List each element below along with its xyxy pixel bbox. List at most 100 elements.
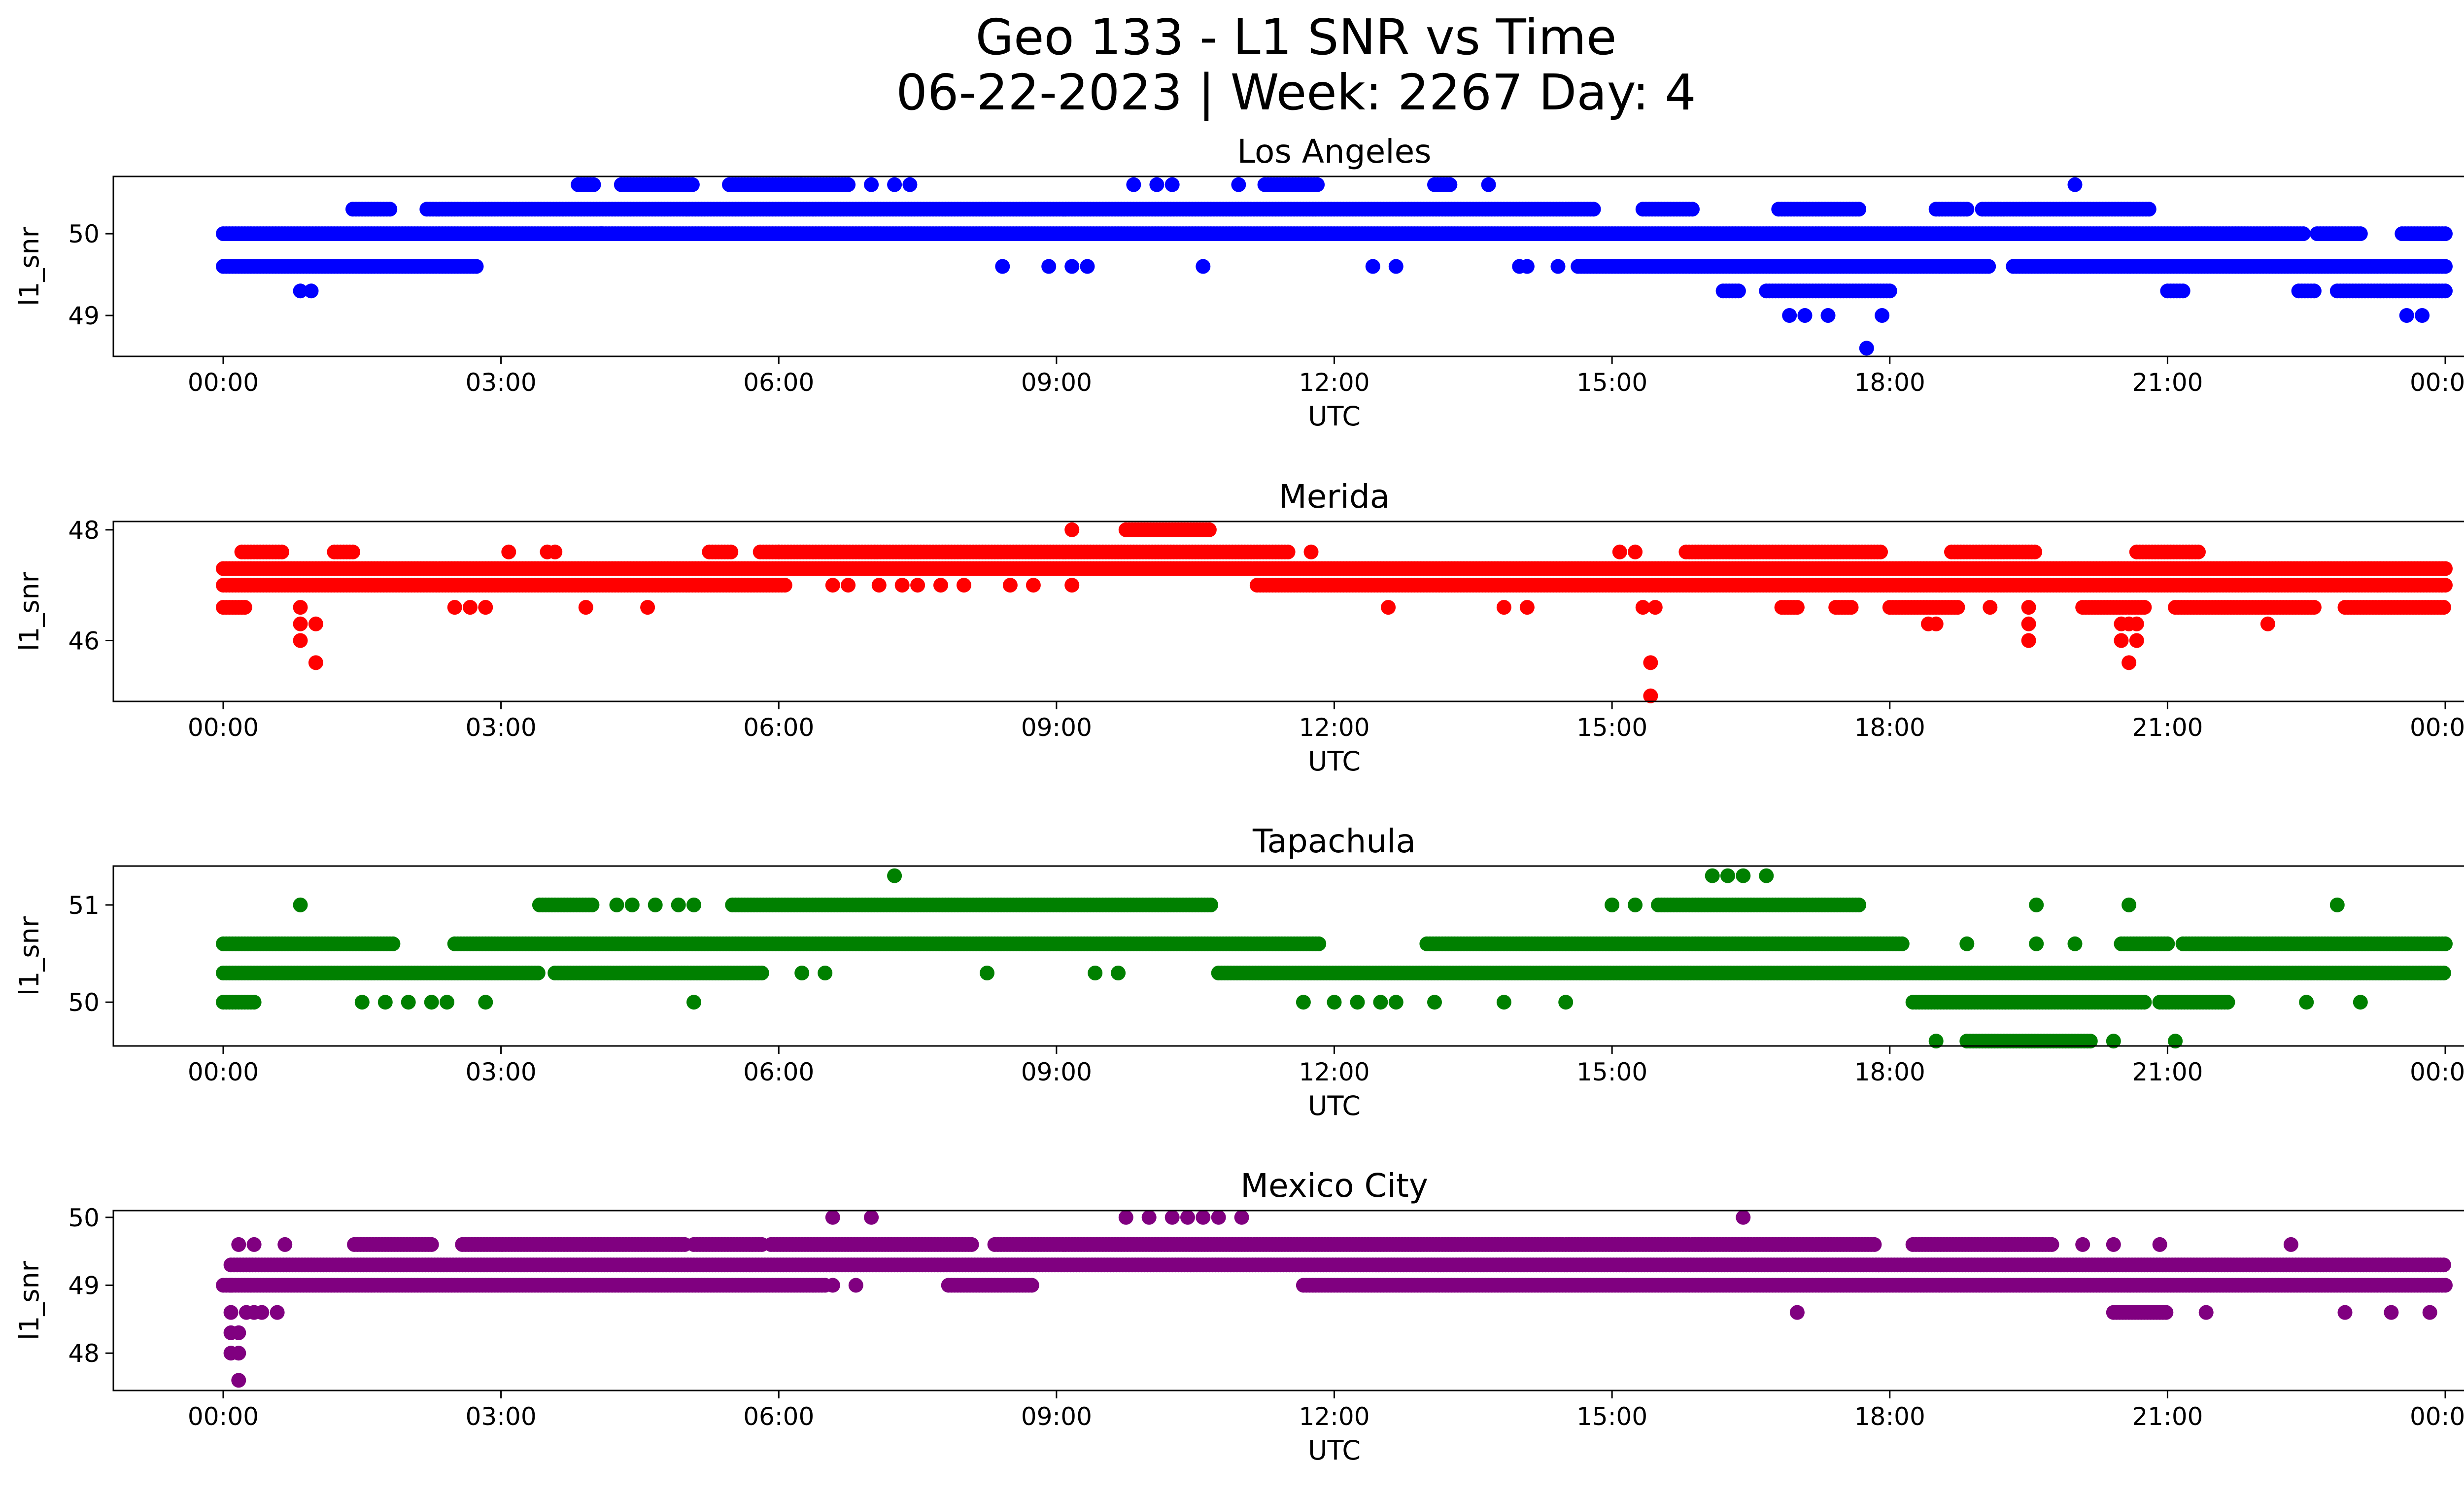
data-point — [293, 616, 308, 631]
data-point — [2160, 936, 2175, 951]
data-point — [2438, 283, 2453, 299]
x-tick-label: 03:00 — [466, 368, 537, 397]
data-point — [1080, 259, 1095, 274]
data-point — [501, 544, 516, 559]
data-point — [2129, 616, 2144, 631]
data-points — [216, 177, 2453, 356]
x-tick-label: 03:00 — [466, 713, 537, 742]
data-point — [1820, 308, 1836, 323]
data-point — [864, 177, 879, 192]
data-point — [1519, 259, 1535, 274]
data-point — [1496, 600, 1511, 615]
data-point — [1981, 259, 1996, 274]
data-point — [447, 600, 462, 615]
data-point — [1859, 341, 1874, 356]
data-point — [777, 578, 792, 593]
x-tick-label: 12:00 — [1299, 368, 1369, 397]
data-point — [2436, 966, 2451, 980]
data-point — [1231, 177, 1246, 192]
data-point — [2306, 600, 2322, 615]
data-point — [902, 177, 918, 192]
data-point — [586, 177, 601, 192]
data-point — [530, 966, 546, 980]
data-point — [246, 995, 262, 1010]
data-point — [382, 202, 398, 217]
data-point — [2399, 308, 2414, 323]
figure-title-line2: 06-22-2023 | Week: 2267 Day: 4 — [896, 64, 1696, 121]
subplot-title: Merida — [1279, 478, 1390, 516]
data-point — [1365, 259, 1380, 274]
data-point — [584, 897, 600, 912]
data-point — [308, 655, 323, 670]
subplot-title: Los Angeles — [1237, 133, 1431, 171]
data-point — [2175, 283, 2190, 299]
subplots: Los Angeles 00:00 03:00 06:00 09:00 12:00 15:0… — [14, 133, 2464, 1466]
x-tick-label: 00:00 — [188, 368, 259, 397]
y-tick-label: 48 — [68, 516, 100, 545]
data-point — [1882, 283, 1897, 299]
data-point — [1586, 202, 1601, 217]
data-point — [304, 283, 319, 299]
data-point — [2027, 544, 2043, 559]
data-point — [1628, 544, 1643, 559]
subplot-0: Los Angeles 00:00 03:00 06:00 09:00 12:00 15:0… — [14, 133, 2464, 432]
data-point — [1789, 600, 1805, 615]
data-point — [2438, 578, 2453, 593]
data-point — [933, 578, 948, 593]
data-point — [385, 936, 401, 951]
data-point — [2137, 995, 2152, 1010]
data-point — [825, 578, 840, 593]
data-point — [754, 966, 769, 980]
data-point — [1550, 259, 1566, 274]
data-point — [1201, 522, 1217, 537]
data-point — [2129, 633, 2144, 648]
data-point — [841, 578, 856, 593]
figure-title-line1: Geo 133 - L1 SNR vs Time — [976, 8, 1617, 66]
data-point — [1950, 600, 1965, 615]
data-points — [216, 868, 2453, 1049]
data-point — [2220, 995, 2235, 1010]
data-point — [1064, 578, 1080, 593]
data-point — [2191, 544, 2206, 559]
data-point — [1196, 259, 1211, 274]
data-point — [578, 600, 593, 615]
data-point — [1002, 578, 1018, 593]
data-point — [1303, 544, 1319, 559]
data-point — [1928, 616, 1944, 631]
x-tick-label: 06:00 — [743, 368, 814, 397]
x-tick-label: 09:00 — [1021, 368, 1092, 397]
data-point — [1064, 259, 1080, 274]
data-point — [1381, 600, 1396, 615]
data-point — [2415, 308, 2430, 323]
data-point — [2137, 600, 2152, 615]
data-point — [478, 600, 493, 615]
data-point — [1164, 177, 1180, 192]
data-point — [1310, 177, 1325, 192]
y-tick-label: 50 — [68, 220, 100, 248]
y-axis-label: l1_snr — [14, 571, 45, 651]
x-tick-label: 00:00 — [2410, 713, 2464, 742]
x-tick-label: 18:00 — [1854, 713, 1925, 742]
data-point — [1959, 202, 1975, 217]
data-point — [1612, 544, 1627, 559]
data-point — [2438, 226, 2453, 242]
data-point — [887, 177, 902, 192]
data-point — [871, 578, 887, 593]
data-point — [293, 600, 308, 615]
data-point — [293, 633, 308, 648]
x-tick-label: 15:00 — [1576, 368, 1647, 397]
y-axis-label: l1_snr — [14, 226, 45, 306]
x-tick-label: 06:00 — [743, 713, 814, 742]
data-point — [1280, 544, 1296, 559]
data-point — [1481, 177, 1496, 192]
data-point — [2141, 202, 2156, 217]
data-point — [1388, 259, 1403, 274]
data-point — [723, 544, 739, 559]
data-point — [548, 544, 563, 559]
data-point — [2260, 616, 2275, 631]
data-point — [1851, 202, 1867, 217]
data-point — [2438, 561, 2453, 576]
data-point — [841, 177, 856, 192]
x-tick-label: 09:00 — [1021, 713, 1092, 742]
x-tick-label: 18:00 — [1854, 368, 1925, 397]
